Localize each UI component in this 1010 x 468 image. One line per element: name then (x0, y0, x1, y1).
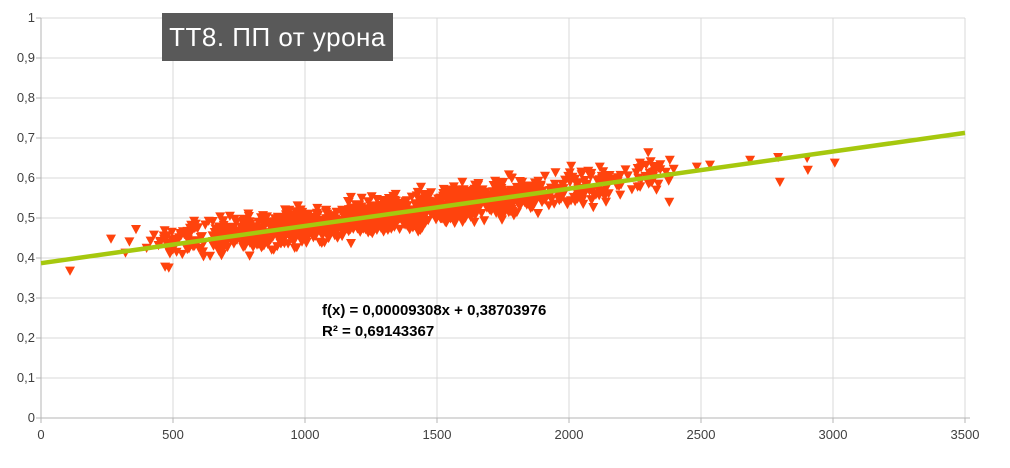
trendline (40, 130, 966, 266)
r-squared-line: R² = 0,69143367 (322, 323, 435, 340)
equation-line: f(x) = 0,00009308x + 0,38703976 (322, 302, 547, 319)
axis-tick-marks (36, 17, 966, 423)
chart-title: ТТ8. ПП от урона (162, 13, 393, 61)
trendline-equation: f(x) = 0,00009308x + 0,38703976 R² = 0,6… (322, 300, 546, 342)
